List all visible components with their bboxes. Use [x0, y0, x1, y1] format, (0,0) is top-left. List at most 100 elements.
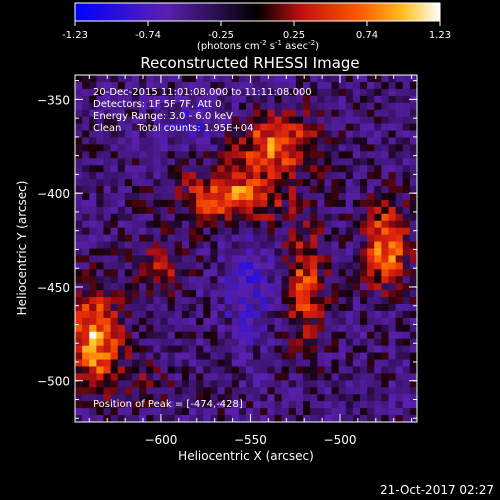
heatmap-cell — [89, 81, 97, 90]
heatmap-cell — [153, 234, 161, 242]
heatmap-cell — [103, 248, 112, 256]
heatmap-cell — [317, 401, 325, 409]
heatmap-cell — [360, 401, 368, 409]
heatmap-cell — [160, 283, 169, 291]
heatmap-cell — [374, 172, 382, 180]
heatmap-cell — [160, 109, 169, 118]
heatmap-cell — [374, 415, 382, 422]
heatmap-cell — [117, 262, 126, 270]
heatmap-cell — [117, 338, 126, 347]
heatmap-cell — [146, 338, 154, 347]
heatmap-cell — [146, 186, 154, 194]
heatmap-cell — [110, 352, 119, 360]
heatmap-cell — [89, 172, 97, 180]
heatmap-cell — [196, 269, 204, 277]
heatmap-cell — [331, 352, 340, 360]
heatmap-cell — [338, 283, 347, 291]
heatmap-cell — [110, 144, 119, 152]
heatmap-cell — [367, 241, 375, 249]
heatmap-cell — [310, 88, 318, 97]
heatmap-cell — [96, 352, 104, 360]
heatmap-cell — [395, 192, 404, 201]
heatmap-cell — [402, 151, 411, 159]
heatmap-cell — [338, 75, 347, 83]
heatmap-cell — [260, 116, 268, 124]
heatmap-cell — [352, 317, 361, 326]
heatmap-cell — [395, 276, 404, 284]
heatmap-cell — [110, 186, 119, 194]
heatmap-cell — [117, 331, 126, 340]
heatmap-cell — [146, 317, 154, 326]
heatmap-cell — [153, 401, 161, 409]
heatmap-cell — [374, 213, 382, 222]
heatmap-cell — [132, 310, 140, 319]
heatmap-cell — [367, 130, 375, 138]
heatmap-cell — [253, 297, 261, 305]
heatmap-cell — [246, 109, 254, 118]
heatmap-cell — [303, 269, 311, 277]
heatmap-cell — [303, 137, 311, 145]
heatmap-cell — [110, 324, 119, 333]
heatmap-cell — [139, 95, 147, 104]
heatmap-cell — [139, 269, 147, 277]
heatmap-cell — [345, 317, 354, 326]
heatmap-cell — [345, 102, 354, 111]
heatmap-cell — [174, 331, 183, 340]
heatmap-cell — [288, 81, 297, 90]
heatmap-cell — [124, 297, 133, 305]
heatmap-cell — [317, 415, 325, 422]
heatmap-cell — [203, 324, 211, 333]
heatmap-cell — [253, 415, 261, 422]
heatmap-cell — [132, 290, 140, 298]
heatmap-cell — [210, 158, 218, 166]
heatmap-cell — [146, 192, 154, 201]
heatmap-cell — [189, 158, 197, 166]
heatmap-cell — [181, 220, 190, 229]
heatmap-cell — [89, 116, 97, 124]
heatmap-cell — [374, 394, 382, 402]
heatmap-cell — [160, 304, 169, 312]
heatmap-cell — [352, 179, 361, 187]
heatmap-cell — [160, 81, 169, 90]
heatmap-cell — [196, 338, 204, 347]
heatmap-cell — [167, 81, 176, 90]
heatmap-cell — [153, 345, 161, 353]
heatmap-cell — [267, 179, 275, 187]
heatmap-cell — [345, 366, 354, 374]
heatmap-cell — [181, 283, 190, 291]
heatmap-cell — [409, 248, 417, 256]
heatmap-cell — [367, 331, 375, 340]
heatmap-cell — [160, 415, 169, 422]
heatmap-cell — [360, 310, 368, 319]
heatmap-cell — [381, 241, 389, 249]
heatmap-image — [75, 75, 417, 422]
heatmap-cell — [103, 352, 112, 360]
heatmap-cell — [231, 248, 240, 256]
heatmap-cell — [75, 401, 83, 409]
heatmap-cell — [246, 130, 254, 138]
heatmap-cell — [381, 137, 389, 145]
heatmap-cell — [167, 248, 176, 256]
heatmap-cell — [331, 366, 340, 374]
heatmap-cell — [331, 262, 340, 270]
heatmap-cell — [189, 331, 197, 340]
heatmap-cell — [295, 373, 304, 381]
heatmap-cell — [324, 172, 332, 180]
heatmap-cell — [388, 144, 397, 152]
heatmap-cell — [281, 387, 290, 395]
heatmap-cell — [303, 359, 311, 367]
heatmap-cell — [160, 227, 169, 236]
heatmap-cell — [360, 75, 368, 83]
heatmap-cell — [281, 394, 290, 402]
y-tick-label: −400 — [37, 187, 70, 201]
heatmap-cell — [360, 269, 368, 277]
heatmap-cell — [402, 213, 411, 222]
heatmap-cell — [310, 227, 318, 236]
heatmap-cell — [352, 297, 361, 305]
heatmap-cell — [217, 290, 226, 298]
heatmap-cell — [288, 373, 297, 381]
heatmap-cell — [139, 130, 147, 138]
heatmap-cell — [96, 276, 104, 284]
heatmap-cell — [146, 151, 154, 159]
heatmap-cell — [160, 102, 169, 111]
